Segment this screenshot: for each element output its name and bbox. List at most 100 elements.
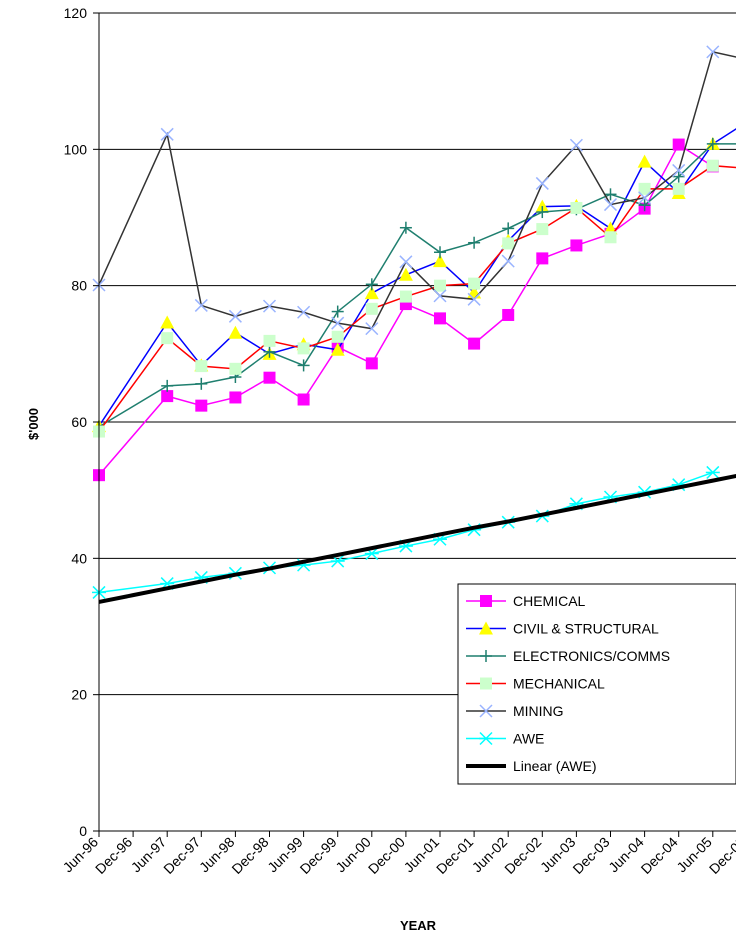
series-mining bbox=[92, 45, 736, 336]
x-tick-label: Dec-96 bbox=[92, 834, 135, 877]
data-point bbox=[706, 137, 719, 150]
data-point bbox=[263, 345, 276, 358]
data-point bbox=[672, 170, 685, 183]
y-tick-label: 20 bbox=[71, 687, 87, 703]
data-point bbox=[229, 362, 242, 375]
legend-label: Linear (AWE) bbox=[513, 758, 597, 774]
data-point bbox=[297, 393, 310, 406]
y-axis-title: $'000 bbox=[26, 408, 41, 440]
data-point bbox=[228, 309, 242, 323]
legend-item: ELECTRONICS/COMMS bbox=[466, 648, 670, 664]
data-point bbox=[331, 330, 344, 343]
data-point bbox=[434, 279, 446, 292]
data-point bbox=[297, 305, 311, 319]
data-point bbox=[434, 246, 446, 259]
x-tick-labels: Jun-96Dec-96Jun-97Dec-97Jun-98Dec-98Jun-… bbox=[60, 834, 736, 877]
data-point bbox=[502, 222, 515, 235]
data-point bbox=[638, 182, 651, 195]
data-point bbox=[263, 371, 276, 384]
data-point bbox=[365, 302, 378, 315]
data-point bbox=[672, 182, 685, 195]
x-tick-label: Dec-04 bbox=[638, 834, 681, 877]
y-tick-label: 60 bbox=[71, 414, 87, 430]
x-tick-label: Dec-01 bbox=[433, 834, 476, 877]
legend-item: MINING bbox=[466, 703, 564, 719]
data-point bbox=[297, 342, 310, 355]
data-point bbox=[480, 677, 492, 690]
data-point bbox=[331, 316, 345, 330]
data-point bbox=[468, 337, 481, 350]
data-point bbox=[161, 332, 174, 345]
data-point bbox=[603, 198, 618, 212]
data-point bbox=[569, 138, 583, 152]
data-point bbox=[160, 315, 175, 329]
x-tick-label: Dec-98 bbox=[228, 834, 271, 877]
data-point bbox=[399, 255, 413, 269]
data-point bbox=[434, 312, 446, 325]
data-point bbox=[672, 163, 686, 177]
legend-item: CIVIL & STRUCTURAL bbox=[466, 621, 659, 637]
data-point bbox=[672, 138, 685, 151]
data-point bbox=[365, 322, 379, 336]
legend-label: CHEMICAL bbox=[513, 593, 586, 609]
series-line bbox=[98, 471, 714, 594]
data-point bbox=[467, 292, 481, 306]
data-point bbox=[228, 325, 243, 339]
series-mechanical bbox=[93, 159, 736, 438]
data-point bbox=[536, 223, 549, 236]
data-point bbox=[331, 305, 344, 318]
data-point bbox=[479, 731, 493, 746]
data-point bbox=[365, 357, 378, 370]
data-point bbox=[479, 621, 493, 635]
data-point bbox=[365, 278, 378, 291]
series-chemical bbox=[93, 138, 719, 482]
data-point bbox=[536, 206, 549, 219]
legend-label: CIVIL & STRUCTURAL bbox=[513, 621, 659, 637]
data-point bbox=[229, 391, 242, 404]
data-point bbox=[398, 267, 413, 281]
y-tick-label: 0 bbox=[79, 823, 87, 839]
data-point bbox=[399, 221, 412, 234]
data-point bbox=[705, 465, 720, 479]
data-point bbox=[468, 277, 481, 290]
data-point bbox=[638, 191, 652, 205]
axes bbox=[93, 12, 736, 837]
data-point bbox=[536, 252, 549, 265]
legend-label: AWE bbox=[513, 731, 544, 747]
x-tick-label: Dec-99 bbox=[297, 834, 340, 877]
data-point bbox=[706, 159, 719, 172]
data-point bbox=[195, 399, 208, 412]
data-point bbox=[502, 308, 515, 321]
x-tick-label: Dec-02 bbox=[501, 834, 544, 877]
series-line bbox=[98, 473, 736, 604]
data-point bbox=[262, 299, 277, 313]
legend: CHEMICAL CIVIL & STRUCTURAL ELECTRONICS/CO… bbox=[457, 583, 736, 785]
data-point bbox=[433, 254, 447, 268]
y-tick-labels: 0 20 40 60 80 100 120 bbox=[64, 5, 88, 839]
x-tick-label: Dec-03 bbox=[569, 834, 612, 877]
data-point bbox=[195, 377, 208, 390]
legend-label: MINING bbox=[513, 703, 564, 719]
x-tick-label: Dec-97 bbox=[160, 834, 203, 877]
legend-item: AWE bbox=[466, 731, 544, 747]
data-point bbox=[570, 201, 583, 214]
y-tick-label: 40 bbox=[71, 550, 87, 566]
series-awe bbox=[92, 465, 720, 599]
data-point bbox=[468, 236, 481, 249]
data-point bbox=[297, 359, 310, 372]
y-tick-label: 80 bbox=[71, 278, 87, 294]
data-point bbox=[263, 334, 276, 347]
x-tick-label: Dec-00 bbox=[365, 834, 408, 877]
series-layer bbox=[92, 45, 736, 604]
x-axis-title: YEAR bbox=[400, 918, 437, 933]
legend-item: MECHANICAL bbox=[466, 676, 605, 692]
data-point bbox=[637, 154, 652, 168]
data-point bbox=[479, 704, 493, 718]
data-point bbox=[161, 390, 174, 403]
legend-item: Linear (AWE) bbox=[466, 758, 597, 774]
data-point bbox=[433, 289, 447, 303]
data-point bbox=[160, 127, 174, 141]
data-point bbox=[604, 188, 617, 201]
data-point bbox=[480, 650, 492, 662]
